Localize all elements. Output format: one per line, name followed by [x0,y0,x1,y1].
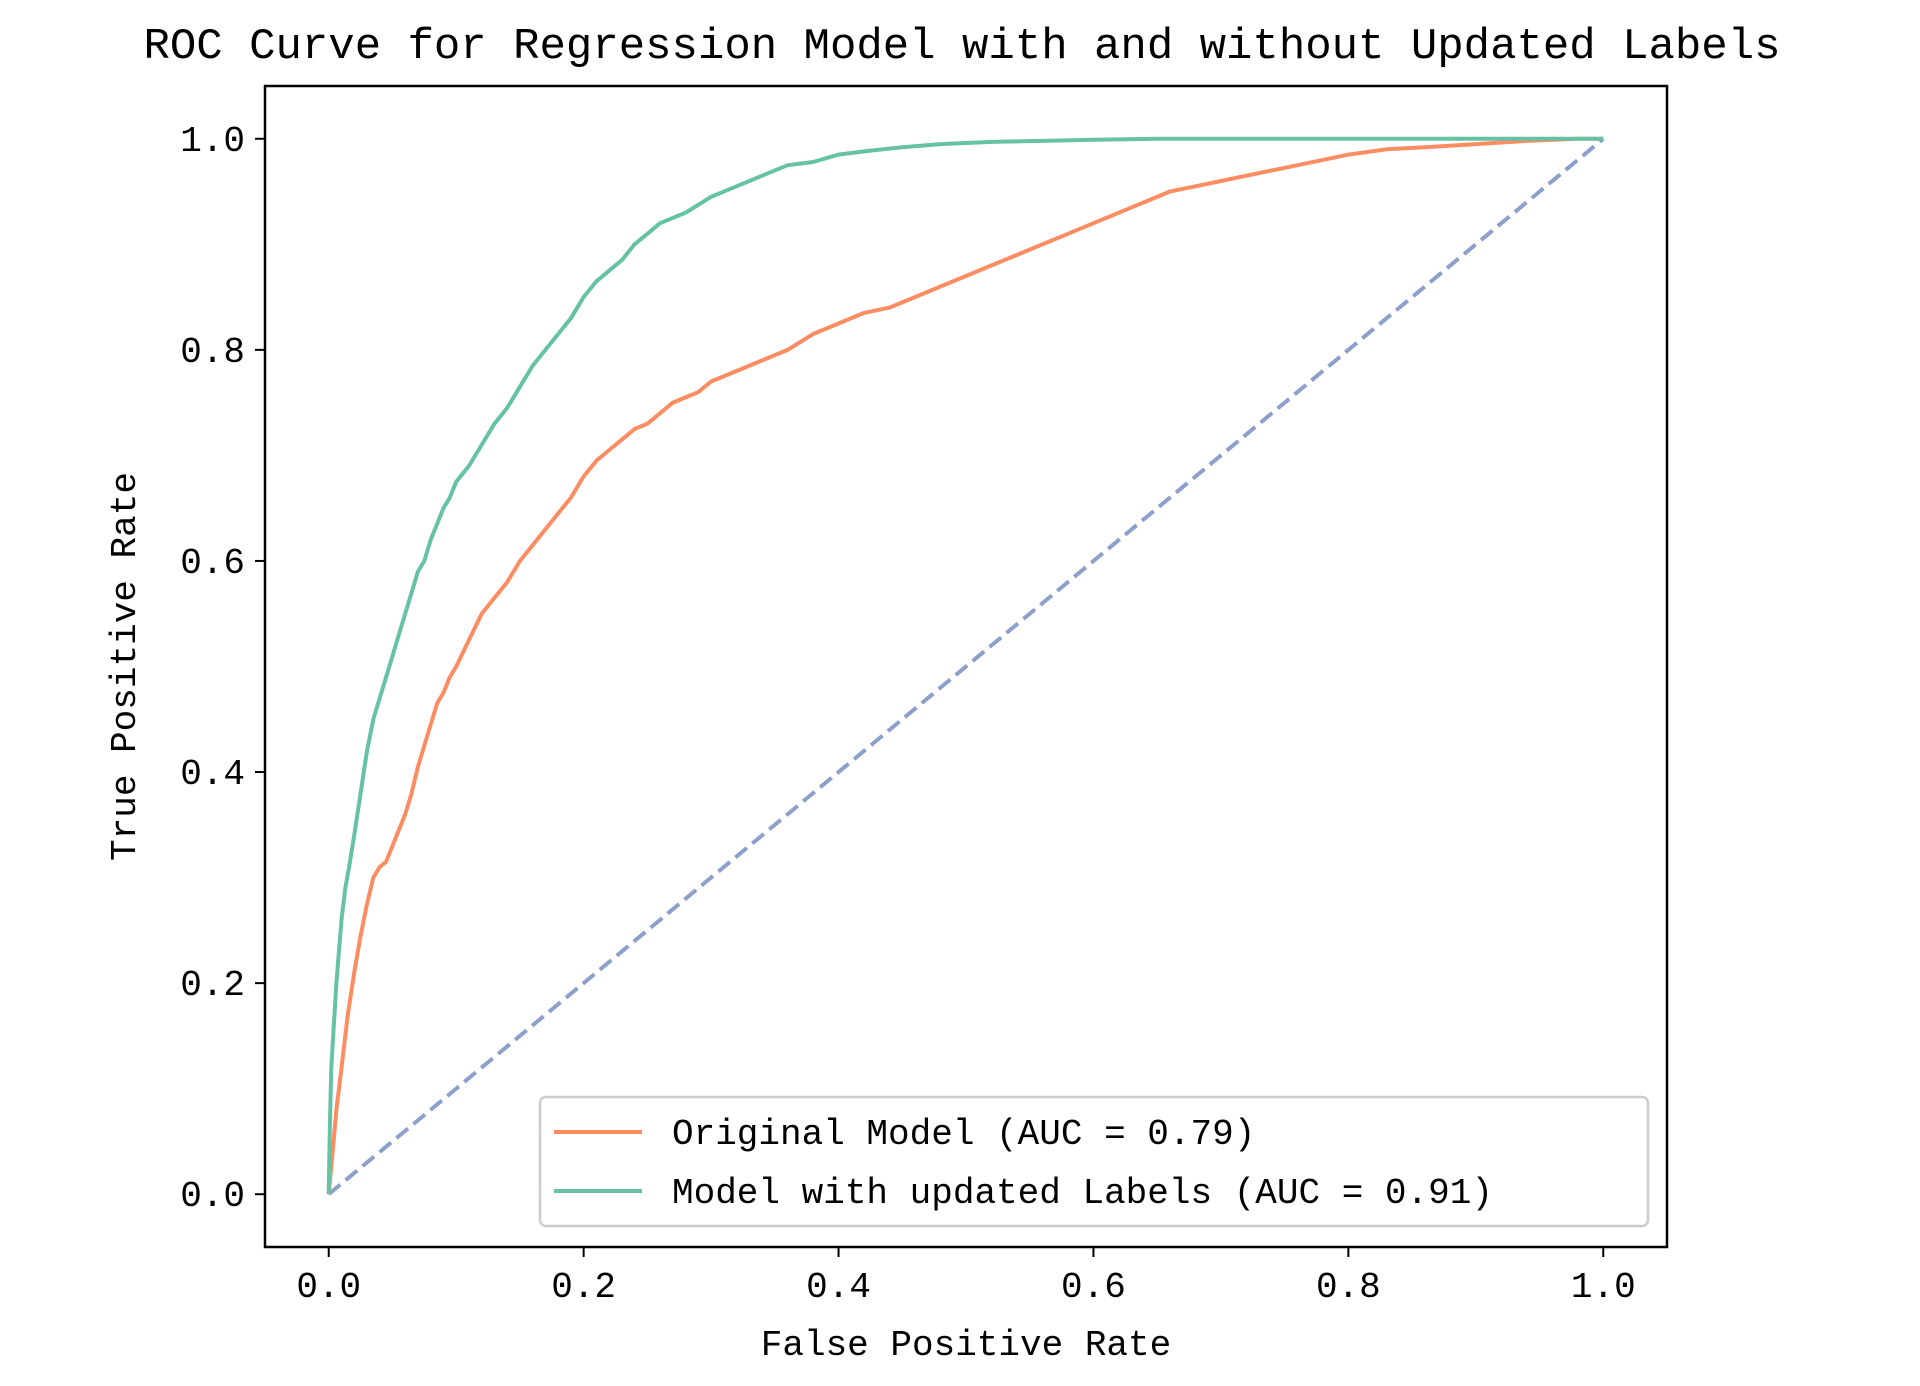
legend-box [538,1095,1650,1228]
y-tick-label: 1.0 [180,121,245,162]
x-tick-label: 0.6 [1061,1267,1126,1308]
updated-labels-roc-line [326,136,1604,1195]
chart-title: ROC Curve for Regression Model with and … [143,22,1780,72]
x-axis-label: False Positive Rate [761,1325,1171,1366]
x-tick-label: 0.0 [296,1267,361,1308]
y-tick-label: 0.4 [180,754,245,795]
y-axis-label: True Positive Rate [105,472,146,861]
y-tick-label: 0.6 [180,543,245,584]
legend: Original Model (AUC = 0.79) Model with up… [538,1095,1650,1228]
legend-label: Original Model (AUC = 0.79) [672,1114,1255,1155]
plot-frame [263,84,1669,1249]
plot-area [326,136,1605,1196]
x-tick-label: 1.0 [1571,1267,1636,1308]
x-tick-label: 0.8 [1316,1267,1381,1308]
chance-diagonal-line [327,137,1605,1196]
x-tick-label: 0.2 [551,1267,616,1308]
y-tick-label: 0.2 [180,965,245,1006]
x-tick-label: 0.4 [806,1267,871,1308]
y-tick-label: 0.8 [180,332,245,373]
axis-ticks: 0.0 0.2 0.4 0.6 0.8 1.0 0.0 0.2 0.4 0.6 0.8 1.0 [180,121,1635,1308]
original-model-roc-line [326,136,1604,1195]
y-tick-label: 0.0 [180,1176,245,1217]
legend-label: Model with updated Labels (AUC = 0.91) [672,1173,1493,1214]
